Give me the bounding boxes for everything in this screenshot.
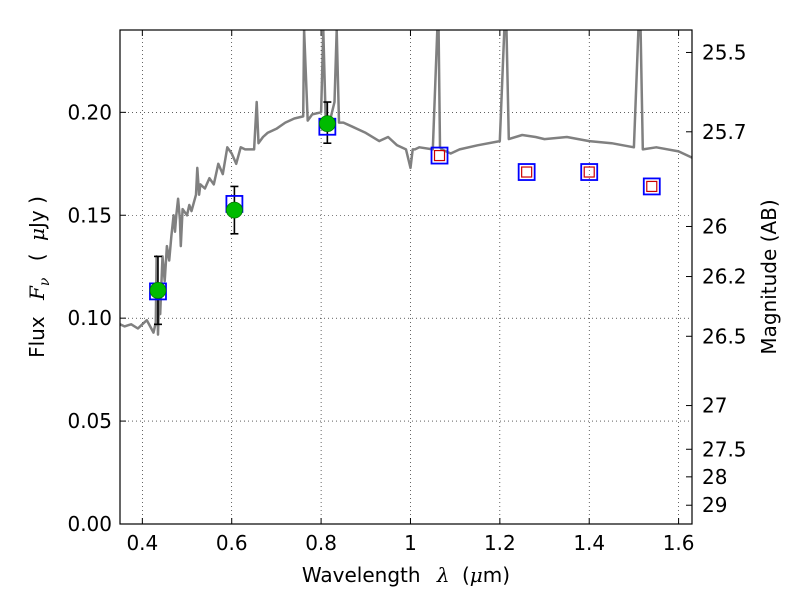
model-photometry-square — [580, 163, 599, 181]
model-photometry-square — [642, 177, 661, 196]
y-tick-label: 0.10 — [67, 306, 112, 330]
predicted-photometry-square — [646, 180, 658, 193]
magnitude-tick-label: 28 — [702, 465, 727, 489]
x-axis-ticks: 0.4 0.6 0.8 1 1.2 1.4 1.6 — [126, 30, 695, 555]
y-unit-open: ( — [25, 253, 49, 261]
magnitude-axis-ticks: 25.5 25.7 26 26.2 26.5 27 27.5 28 29 — [686, 40, 747, 517]
lambda-symbol: λ — [436, 563, 450, 587]
x-tick-label: 1.2 — [484, 531, 516, 555]
x-axis-title-text: Wavelength — [302, 563, 421, 587]
y-tick-label: 0.05 — [67, 409, 112, 433]
observed-photometry-point — [149, 281, 167, 299]
x-tick-label: 0.4 — [126, 531, 158, 555]
y-unit-mu: μ — [25, 228, 49, 241]
y-axis-title-text: Flux — [25, 316, 49, 358]
model-photometry-square — [430, 146, 449, 165]
predicted-photometry-square — [583, 166, 595, 178]
f-symbol: F — [25, 285, 49, 301]
predicted-photometry-square — [521, 166, 533, 178]
model-photometry-square — [517, 163, 536, 181]
markers — [149, 115, 661, 301]
magnitude-tick-label: 26.5 — [702, 324, 747, 348]
y-tick-label: 0.00 — [67, 512, 112, 536]
predicted-photometry-square — [433, 149, 446, 162]
x-tick-label: 1 — [404, 531, 417, 555]
model-spectrum-line — [120, 30, 692, 336]
x-unit-open: ( — [462, 563, 470, 587]
magnitude-tick-label: 26.2 — [702, 265, 747, 289]
y-axis-title: Flux Fν ( μJy ) — [25, 196, 54, 358]
x-unit-rest: m) — [483, 563, 510, 587]
x-unit-mu: μ — [470, 563, 483, 587]
y-unit-rest: Jy ) — [25, 196, 49, 230]
spectrum-layer — [120, 30, 692, 336]
x-axis-title: Wavelength λ (μm) — [302, 563, 510, 587]
x-tick-label: 0.6 — [216, 531, 248, 555]
y-tick-label: 0.15 — [67, 203, 112, 227]
x-tick-label: 1.6 — [663, 531, 695, 555]
nu-subscript: ν — [37, 277, 53, 286]
plot-area — [120, 30, 692, 524]
magnitude-tick-label: 27.5 — [702, 437, 747, 461]
y-axis-ticks: 0.00 0.05 0.10 0.15 0.20 — [67, 100, 126, 536]
y-tick-label: 0.20 — [67, 100, 112, 124]
magnitude-tick-label: 27 — [702, 394, 727, 418]
magnitude-tick-label: 26 — [702, 214, 727, 238]
observed-photometry-point — [225, 201, 243, 219]
magnitude-tick-label: 29 — [702, 493, 727, 517]
magnitude-tick-label: 25.7 — [702, 120, 747, 144]
magnitude-axis-title: Magnitude (AB) — [757, 199, 781, 354]
observed-photometry-point — [318, 115, 336, 133]
x-tick-label: 1.4 — [573, 531, 605, 555]
x-tick-label: 0.8 — [305, 531, 337, 555]
magnitude-tick-label: 25.5 — [702, 40, 747, 64]
